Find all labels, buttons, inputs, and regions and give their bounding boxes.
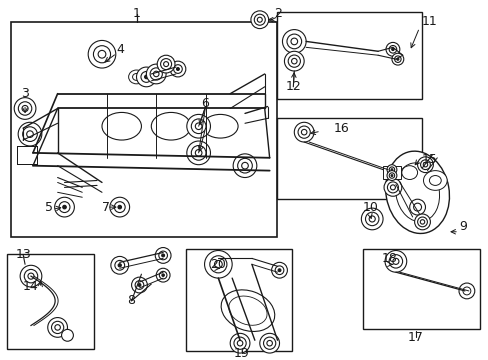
Ellipse shape [384,251,406,272]
Ellipse shape [221,290,274,332]
Ellipse shape [202,114,238,138]
Ellipse shape [14,98,36,119]
Text: 14: 14 [23,279,39,293]
Ellipse shape [155,248,171,263]
Ellipse shape [401,166,417,180]
Ellipse shape [118,264,121,267]
Ellipse shape [390,175,392,176]
Ellipse shape [396,58,398,60]
Ellipse shape [20,265,42,287]
Ellipse shape [157,55,175,73]
Ellipse shape [458,283,474,299]
Ellipse shape [128,70,144,84]
Ellipse shape [136,67,156,87]
Ellipse shape [131,277,147,293]
Bar [363,248,479,329]
Ellipse shape [18,122,42,146]
Text: 19: 19 [234,347,249,360]
Ellipse shape [162,254,164,257]
Text: 6: 6 [201,97,209,110]
Ellipse shape [294,122,313,142]
Ellipse shape [138,284,141,287]
Text: 9: 9 [458,220,466,233]
Text: 11: 11 [421,15,436,28]
Ellipse shape [417,157,432,172]
Ellipse shape [282,30,305,53]
Ellipse shape [170,61,185,77]
Bar [185,248,292,351]
Ellipse shape [385,151,448,234]
Text: 17: 17 [407,331,423,344]
Ellipse shape [390,169,392,171]
Text: 8: 8 [127,294,135,307]
Ellipse shape [88,40,116,68]
Ellipse shape [386,165,396,175]
Ellipse shape [395,163,439,222]
Text: 10: 10 [362,201,377,213]
Ellipse shape [278,269,281,272]
Ellipse shape [250,11,268,28]
Ellipse shape [102,112,141,140]
Ellipse shape [284,51,304,71]
Ellipse shape [62,205,66,209]
Ellipse shape [391,53,403,65]
Ellipse shape [391,48,393,50]
Ellipse shape [271,262,287,278]
Bar [7,255,94,349]
Ellipse shape [259,333,279,353]
Ellipse shape [61,329,73,341]
Ellipse shape [111,256,128,274]
Ellipse shape [156,268,170,282]
Ellipse shape [146,64,166,84]
Ellipse shape [386,171,396,180]
Text: 1: 1 [132,7,140,20]
Text: 20: 20 [210,258,226,271]
Text: 7: 7 [102,201,110,213]
Ellipse shape [151,112,190,140]
Ellipse shape [118,205,122,209]
Ellipse shape [55,197,74,217]
Text: 2: 2 [274,7,282,20]
Text: 3: 3 [21,87,29,100]
Bar [17,146,37,164]
Ellipse shape [144,75,148,79]
Text: 5: 5 [45,201,53,213]
Bar [276,12,421,99]
Bar [382,166,400,180]
Bar [276,118,421,199]
Text: 15: 15 [421,153,436,166]
Ellipse shape [233,154,256,177]
Ellipse shape [361,208,382,230]
Ellipse shape [423,171,446,190]
Text: 4: 4 [117,43,124,56]
Bar [11,22,276,237]
Ellipse shape [409,199,425,215]
Ellipse shape [385,42,399,56]
Ellipse shape [48,318,67,337]
Text: 12: 12 [285,80,301,93]
Ellipse shape [162,274,164,276]
Text: 13: 13 [15,248,31,261]
Ellipse shape [186,141,210,165]
Text: 18: 18 [381,252,397,265]
Ellipse shape [228,296,266,325]
Ellipse shape [186,114,210,138]
Ellipse shape [176,68,179,71]
Ellipse shape [383,179,401,196]
Ellipse shape [230,333,249,353]
Text: 16: 16 [333,122,349,135]
Ellipse shape [110,197,129,217]
Ellipse shape [414,214,429,230]
Ellipse shape [204,251,232,278]
